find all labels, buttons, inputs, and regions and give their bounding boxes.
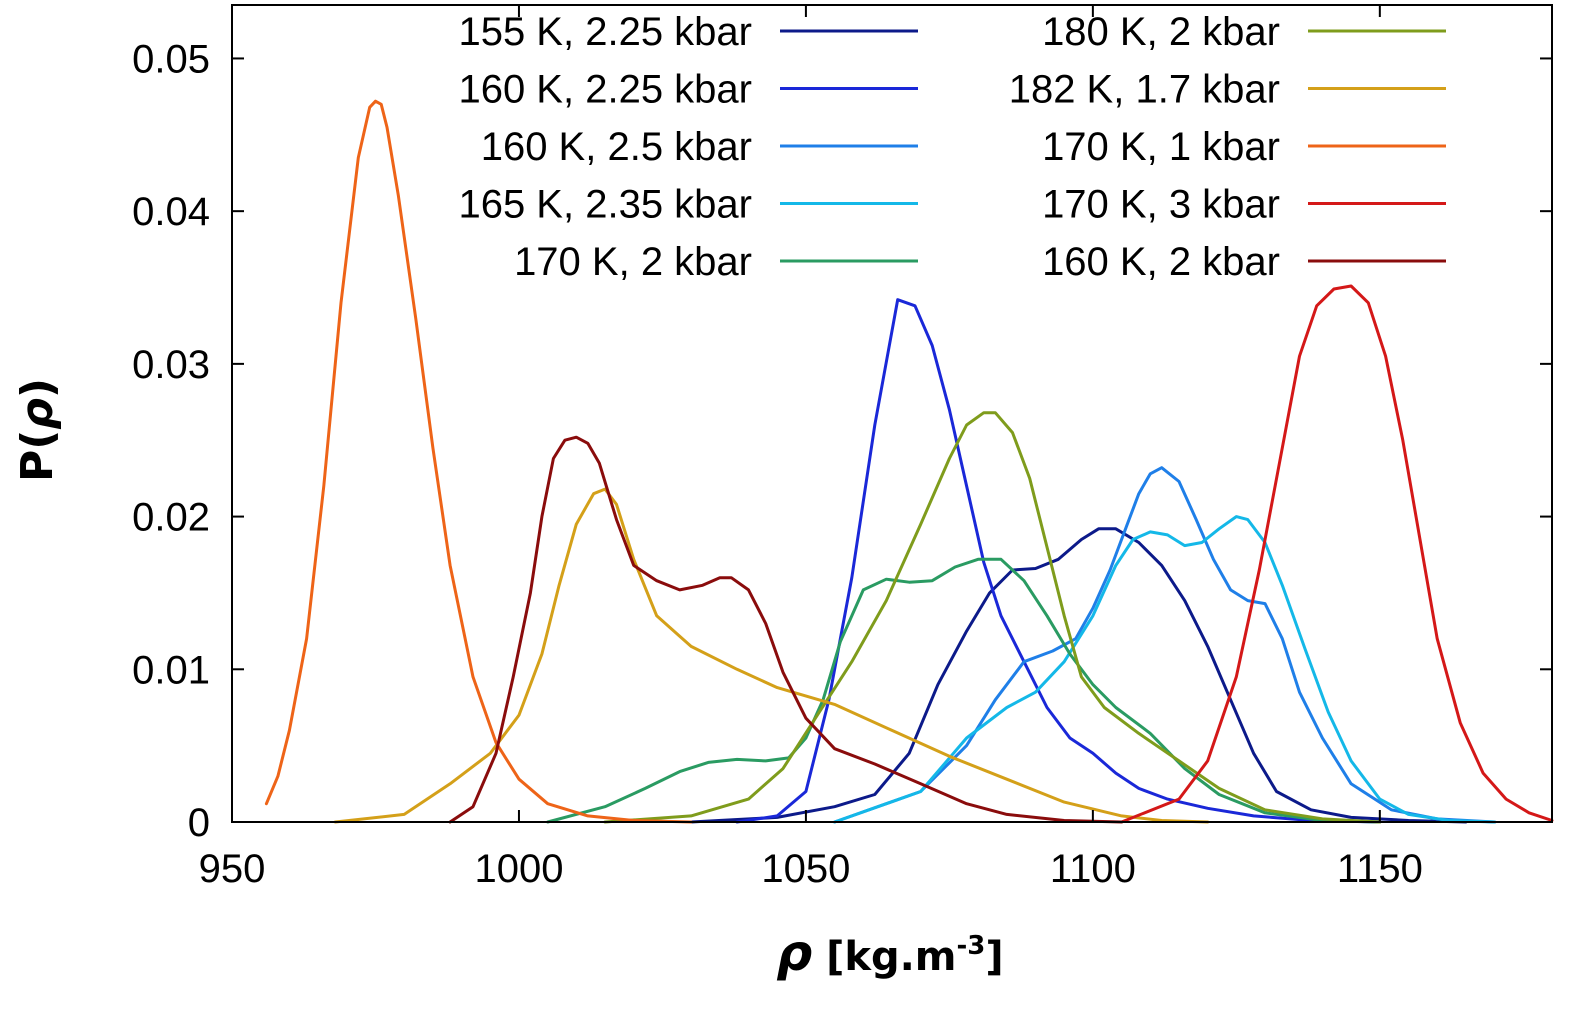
y-axis-title-prefix: P( <box>12 430 63 482</box>
x-axis-title: ρ [kg.m-3] <box>776 924 1003 982</box>
legend-label: 182 K, 1.7 kbar <box>1009 68 1280 112</box>
legend-label: 165 K, 2.35 kbar <box>458 183 752 227</box>
y-tick-label: 0.04 <box>132 190 210 234</box>
legend-label: 160 K, 2 kbar <box>1042 240 1280 284</box>
y-tick-label: 0.05 <box>132 37 210 81</box>
series-line-3 <box>833 515 1497 824</box>
series-line-7 <box>264 99 693 824</box>
y-axis-title: P(ρ) <box>12 378 63 482</box>
y-tick-label: 0.03 <box>132 343 210 387</box>
legend-label: 180 K, 2 kbar <box>1042 10 1280 54</box>
y-tick-label: 0.02 <box>132 496 210 540</box>
legend-label: 160 K, 2.25 kbar <box>458 68 752 112</box>
series-line-6 <box>333 487 1210 824</box>
x-tick-label: 1150 <box>1337 847 1423 891</box>
series-line-0 <box>689 527 1468 824</box>
legend-label: 155 K, 2.25 kbar <box>458 10 752 54</box>
series-line-4 <box>546 557 1382 824</box>
plot-frame <box>231 4 1553 823</box>
x-tick-label: 950 <box>199 847 266 891</box>
series-line-9 <box>448 435 1124 824</box>
legend-label: 170 K, 2 kbar <box>514 240 752 284</box>
series-line-8 <box>1120 284 1554 824</box>
x-axis-title-close: ] <box>985 934 1003 980</box>
y-axis-ticks: 0 0.01 0.02 0.03 0.04 0.05 <box>132 37 1552 845</box>
y-axis-title-symbol: ρ <box>12 398 63 430</box>
legend: 155 K, 2.25 kbar 160 K, 2.25 kbar 160 K, 2… <box>458 10 1446 284</box>
series-line-2 <box>833 466 1497 824</box>
y-tick-label: 0 <box>188 801 210 845</box>
y-axis-title-suffix: ) <box>12 378 63 398</box>
legend-label: 170 K, 1 kbar <box>1042 125 1280 169</box>
x-axis-title-exponent: -3 <box>956 931 985 961</box>
x-tick-label: 1050 <box>761 847 850 891</box>
y-tick-label: 0.01 <box>132 648 210 692</box>
series-layer <box>264 99 1554 824</box>
x-axis-ticks: 950 1000 1050 1100 1150 <box>199 5 1423 891</box>
legend-label: 170 K, 3 kbar <box>1042 183 1280 227</box>
legend-label: 160 K, 2.5 kbar <box>481 125 752 169</box>
x-tick-label: 1000 <box>474 847 563 891</box>
x-axis-title-units: [kg.m <box>812 934 956 980</box>
x-axis-title-symbol: ρ <box>776 924 812 982</box>
x-tick-label: 1100 <box>1050 847 1136 891</box>
